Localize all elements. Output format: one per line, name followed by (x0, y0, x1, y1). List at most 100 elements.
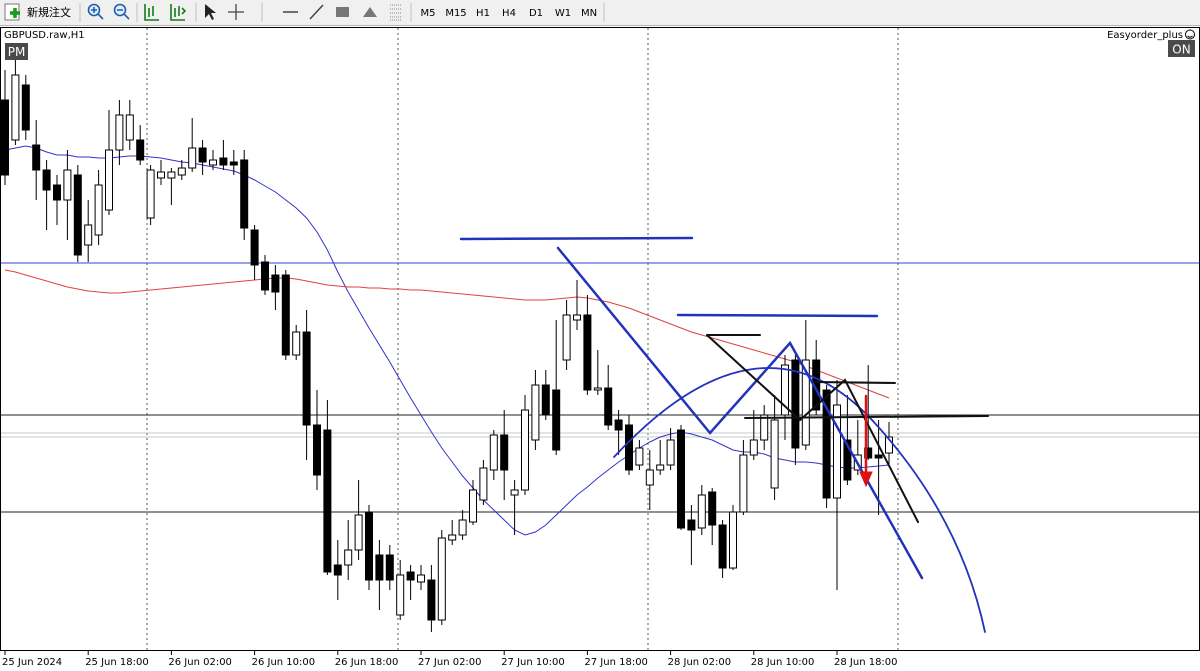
x-tick-label: 26 Jun 10:00 (252, 657, 316, 668)
candle-body (677, 429, 685, 529)
candle-body (801, 359, 810, 446)
drawings (459, 236, 989, 633)
rectangle-tool[interactable] (336, 7, 349, 17)
candle-body (417, 574, 425, 583)
timeframe-button[interactable]: MN (581, 8, 597, 19)
crosshair-tool[interactable] (228, 4, 244, 20)
x-tick-label: 27 Jun 02:00 (418, 657, 482, 668)
candle-body (333, 564, 342, 576)
timeframe-button[interactable]: D1 (529, 8, 543, 19)
timeframe-button[interactable]: H4 (502, 8, 516, 19)
icon (390, 4, 402, 21)
timeframe-button[interactable]: W1 (555, 8, 571, 19)
candle-body (614, 419, 623, 431)
candle-body (469, 489, 477, 523)
x-tick-label: 28 Jun 02:00 (668, 657, 732, 668)
auto-scroll[interactable] (170, 4, 187, 21)
candle-body (645, 469, 654, 486)
candle-body (11, 74, 20, 141)
candle-body (1, 99, 9, 176)
x-tick-label: 26 Jun 02:00 (168, 657, 232, 668)
candle-body (396, 574, 405, 616)
candle-body (791, 359, 800, 449)
candle-body (177, 167, 186, 176)
candle-body (656, 464, 665, 471)
candle-body (157, 171, 165, 179)
candle-body (729, 511, 737, 569)
horizontal-levels (1, 262, 1199, 513)
candle-body (115, 114, 124, 151)
candle-body (593, 387, 602, 391)
drawn-arrowhead (859, 471, 873, 488)
candle-body (385, 554, 394, 581)
candle-body (94, 184, 103, 236)
new-order-button[interactable]: 新規注文 (4, 3, 71, 21)
candle-body (302, 331, 311, 426)
candle-body (552, 389, 561, 451)
candle-body (708, 491, 717, 526)
x-tick-label: 26 Jun 18:00 (335, 657, 399, 668)
period-separators (146, 28, 899, 650)
candle-body (323, 429, 332, 573)
candle-body (770, 419, 779, 489)
chart-shift[interactable] (144, 4, 159, 21)
expert-state: ON (1172, 43, 1190, 57)
candle-body (281, 274, 290, 356)
icon (228, 4, 244, 20)
candle-body (146, 169, 155, 219)
candle-body (531, 384, 540, 441)
candle-body (604, 387, 613, 426)
icon (1187, 35, 1193, 38)
candle-body (521, 409, 529, 491)
trendline-tool[interactable] (309, 4, 324, 20)
drawn-level (459, 236, 694, 241)
candle-body (739, 454, 748, 513)
candle-body (583, 314, 592, 391)
candle-body (354, 514, 363, 551)
x-tick-label: 28 Jun 18:00 (834, 657, 898, 668)
candle-body (437, 537, 446, 621)
expert-smiley (1185, 29, 1195, 40)
candle-body (240, 159, 249, 229)
candle-body (136, 139, 145, 161)
icon (1185, 29, 1195, 40)
candle-body (635, 447, 644, 466)
zoom-in[interactable] (87, 3, 104, 20)
icon (363, 7, 377, 17)
triangle-tool[interactable] (363, 7, 377, 17)
timeframe-button[interactable]: M5 (421, 8, 436, 19)
candle-body (32, 144, 41, 171)
candle-body (781, 364, 789, 416)
candle-body (541, 384, 550, 416)
candle-body (562, 314, 571, 361)
candle-body (209, 159, 217, 166)
drawn-level (676, 313, 879, 318)
candle-body (697, 494, 706, 529)
zoom-out[interactable] (113, 3, 130, 20)
candle-body (822, 389, 831, 499)
candle-body (625, 424, 633, 471)
candle-body (313, 424, 321, 476)
toolbar-bg (0, 0, 1200, 25)
icon (309, 4, 324, 20)
candle-body (406, 571, 415, 581)
cursor-tool[interactable] (205, 4, 216, 20)
x-tick-label: 25 Jun 18:00 (85, 657, 149, 668)
timeframe-button[interactable]: M15 (445, 8, 466, 19)
candle-body (105, 149, 113, 211)
icon (205, 4, 216, 20)
candle-body (84, 224, 93, 246)
candle-body (885, 436, 893, 454)
timeframe-button[interactable]: H1 (476, 8, 490, 19)
candle-body (250, 229, 259, 266)
candle-body (874, 454, 883, 459)
candle-body (687, 519, 696, 531)
candle-body (271, 274, 280, 293)
candle-body (427, 579, 436, 621)
candle-body (344, 549, 353, 566)
candle-body (42, 169, 51, 191)
candle-body (198, 147, 207, 163)
drawn-zigzag (706, 334, 919, 523)
icon (336, 7, 349, 17)
fibo-tool[interactable] (390, 4, 402, 21)
